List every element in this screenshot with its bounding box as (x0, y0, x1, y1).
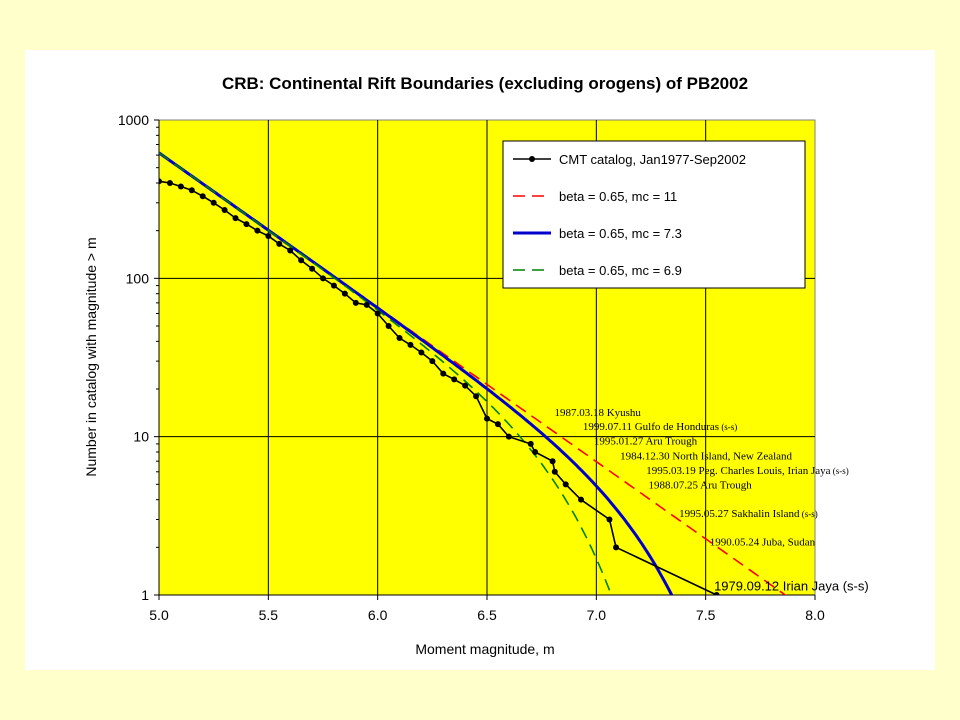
cmt-catalog-point (330, 282, 337, 289)
series-line-2 (159, 151, 674, 595)
legend: CMT catalog, Jan1977-Sep2002 beta = 0.65,… (502, 140, 806, 289)
cmt-catalog-point (551, 468, 558, 475)
cmt-catalog-point (320, 275, 326, 282)
cmt-catalog-point (374, 310, 381, 317)
event-annotation: 1979.09.12 Irian Jaya (s-s) (714, 578, 869, 593)
cmt-catalog-point (221, 207, 228, 214)
cmt-catalog-point (254, 227, 261, 234)
cmt-catalog-point (562, 481, 569, 488)
cmt-catalog-point (407, 341, 414, 348)
cmt-catalog-point (606, 516, 613, 523)
event-annotation: 1984.12.30 North Island, New Zealand (620, 450, 792, 462)
cmt-catalog-point (613, 544, 620, 551)
cmt-catalog-point (462, 382, 469, 389)
cmt-catalog-point (352, 299, 359, 306)
cmt-catalog-point (532, 449, 539, 456)
y-tick-label: 100 (126, 270, 150, 286)
cmt-catalog-point (276, 240, 283, 247)
cmt-catalog-point (713, 592, 720, 595)
cmt-catalog-point (232, 215, 239, 222)
legend-label: CMT catalog, Jan1977-Sep2002 (559, 152, 746, 167)
y-tick-label: 1000 (118, 112, 149, 128)
event-annotation: 1987.03.18 Kyushu (554, 407, 641, 419)
annotations: 1987.03.18 Kyushu 1999.07.11 Gulfo de Hon… (554, 407, 868, 593)
cmt-catalog-point (341, 290, 348, 297)
x-tick-label: 5.0 (149, 607, 169, 623)
chart: CRB: Continental Rift Boundaries (exclud… (83, 74, 869, 657)
cmt-catalog-point (188, 187, 195, 194)
series-line-3 (159, 152, 613, 595)
cmt-catalog-point (505, 433, 512, 440)
event-annotation: 1995.01.27 Aru Trough (594, 436, 698, 448)
cmt-catalog-point (418, 349, 425, 356)
legend-box (502, 140, 806, 289)
cmt-catalog-point (396, 334, 403, 341)
y-tick-label: 1 (141, 587, 149, 603)
event-annotation: 1995.05.27 Sakhalin Island (s-s) (679, 508, 818, 520)
cmt-catalog-point (484, 415, 490, 422)
chart-title: CRB: Continental Rift Boundaries (exclud… (222, 74, 748, 93)
cmt-catalog-point (527, 440, 534, 447)
cmt-catalog-point (298, 257, 305, 264)
cmt-catalog-point (494, 421, 501, 428)
legend-marker (529, 156, 535, 162)
axis-ticks: 5.0 5.5 6.0 6.5 7.0 7.5 8.0 1 10 100 1000 (118, 112, 825, 623)
cmt-catalog-point (549, 458, 556, 465)
cmt-catalog-point (451, 376, 458, 383)
series-layer (159, 151, 787, 595)
slide-background: CRB: Continental Rift Boundaries (exclud… (25, 50, 935, 670)
cmt-catalog-point (363, 301, 370, 308)
legend-label: beta = 0.65, mc = 11 (559, 189, 677, 204)
cmt-catalog-point (440, 370, 447, 377)
legend-label: beta = 0.65, mc = 6.9 (559, 263, 682, 278)
legend-label: beta = 0.65, mc = 7.3 (559, 226, 682, 241)
x-tick-label: 8.0 (805, 607, 825, 623)
event-annotation: 1999.07.11 Gulfo de Honduras (s-s) (583, 421, 737, 433)
x-tick-label: 6.5 (477, 607, 497, 623)
x-tick-label: 7.0 (587, 607, 607, 623)
cmt-catalog-point (578, 496, 585, 503)
cmt-catalog-point (159, 178, 162, 185)
cmt-catalog-point (385, 322, 392, 329)
x-tick-label: 5.5 (259, 607, 279, 623)
event-annotation: 1990.05.24 Juba, Sudan (710, 537, 816, 549)
cmt-catalog-point (265, 233, 272, 240)
cmt-catalog-point (309, 265, 316, 272)
cmt-catalog-point (473, 393, 480, 400)
cmt-catalog-point (429, 358, 436, 365)
x-axis-title: Moment magnitude, m (415, 641, 554, 657)
cmt-catalog-point (177, 183, 184, 190)
cmt-catalog-point (199, 193, 206, 200)
event-annotation: 1988.07.25 Aru Trough (648, 480, 752, 492)
cmt-catalog-point (243, 221, 250, 228)
cmt-catalog-point (210, 199, 217, 206)
y-axis-title: Number in catalog with magnitude > m (83, 237, 99, 476)
x-tick-label: 7.5 (696, 607, 716, 623)
x-tick-label: 6.0 (368, 607, 388, 623)
cmt-catalog-point (287, 247, 294, 254)
cmt-catalog-point (166, 180, 173, 187)
y-tick-label: 10 (133, 429, 149, 445)
event-annotation: 1995.03.19 Peg. Charles Louis, Irian Jay… (646, 465, 848, 477)
